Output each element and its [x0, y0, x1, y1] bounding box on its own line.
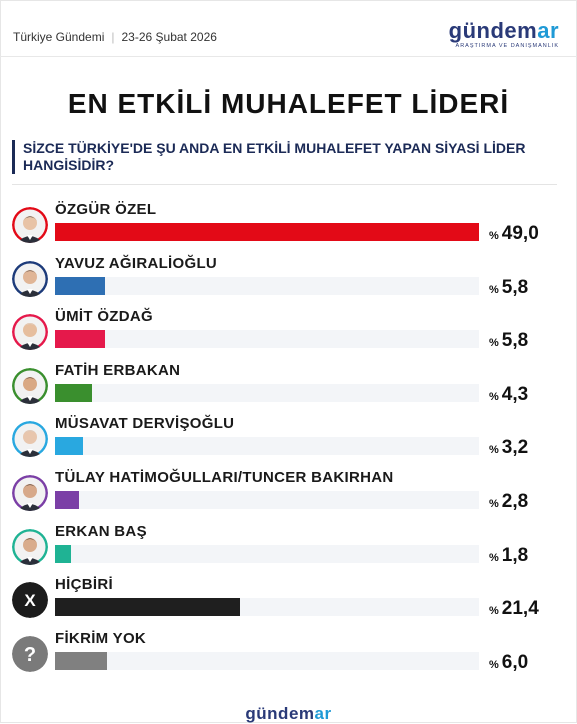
question-divider: [12, 184, 557, 185]
bar-row: FATİH ERBAKAN% 4,3: [0, 362, 577, 416]
bar: [55, 383, 93, 402]
value-label: % 3,2: [489, 437, 528, 459]
percent-sign: %: [489, 605, 499, 618]
category-label: ÖZGÜR ÖZEL: [55, 201, 157, 218]
bar-row: TÜLAY HATİMOĞULLARI/TUNCER BAKIRHAN% 2,8: [0, 469, 577, 523]
bar-track: [55, 383, 479, 402]
bar: [55, 437, 83, 456]
logo-main: gündem: [448, 18, 538, 43]
bar-row: YAVUZ AĞIRALİOĞLU% 5,8: [0, 255, 577, 309]
survey-question: SİZCE TÜRKİYE'DE ŞU ANDA EN ETKİLİ MUHAL…: [12, 140, 563, 174]
bar-row: ÜMİT ÖZDAĞ% 5,8: [0, 308, 577, 362]
bar: [55, 651, 107, 670]
footer-logo-main: gündem: [245, 704, 315, 723]
value-number: 6,0: [501, 651, 529, 673]
question-mark-icon: ?: [12, 635, 48, 672]
category-label: YAVUZ AĞIRALİOĞLU: [55, 254, 218, 272]
bar-row: ÖZGÜR ÖZEL% 49,0: [0, 201, 577, 255]
percent-sign: %: [489, 390, 499, 403]
bar: [55, 223, 479, 241]
brand-logo: gündemar ARAŞTIRMA VE DANIŞMANLIK: [448, 18, 559, 50]
value-label: % 1,8: [489, 545, 528, 567]
percent-sign: %: [489, 337, 499, 350]
value-number: 2,8: [501, 491, 529, 512]
percent-sign: %: [489, 658, 499, 671]
avatar-erkan-bas: [12, 528, 48, 565]
bar: [55, 276, 106, 295]
value-label: % 49,0: [489, 223, 539, 245]
separator: |: [111, 30, 115, 44]
header-info: Türkiye Gündemi | 23-26 Şubat 2026: [13, 30, 217, 44]
header-divider: [0, 56, 577, 57]
value-label: % 4,3: [489, 384, 528, 406]
bar-row: MÜSAVAT DERVİŞOĞLU% 3,2: [0, 415, 577, 469]
bar: [55, 330, 106, 349]
date-label: 23-26 Şubat 2026: [121, 30, 217, 44]
value-label: % 5,8: [489, 277, 528, 299]
value-label: % 2,8: [489, 491, 528, 513]
value-label: % 21,4: [489, 598, 539, 620]
avatar-hatimogullari-bakirhan: [12, 475, 48, 511]
bar-track: [55, 276, 479, 295]
footer-logo: gündemar: [0, 704, 577, 724]
percent-sign: %: [489, 551, 499, 564]
bar-track: [55, 544, 479, 563]
avatar-ozgur-ozel: [12, 207, 48, 243]
value-number: 49,0: [501, 223, 539, 244]
value-number: 1,8: [501, 544, 529, 566]
category-label: MÜSAVAT DERVİŞOĞLU: [55, 415, 235, 433]
percent-sign: %: [489, 498, 499, 510]
category-label: TÜLAY HATİMOĞULLARI/TUNCER BAKIRHAN: [55, 469, 394, 486]
bar-track: [55, 437, 479, 456]
value-number: 21,4: [501, 598, 539, 620]
bar-track: [55, 223, 479, 241]
category-label: HİÇBİRİ: [55, 576, 113, 594]
value-number: 5,8: [501, 276, 529, 298]
percent-sign: %: [489, 283, 499, 296]
percent-sign: %: [489, 230, 499, 242]
svg-text:X: X: [24, 591, 36, 610]
percent-sign: %: [489, 444, 499, 457]
avatar-musavat-dervisoglu: [12, 421, 48, 458]
bar: [55, 544, 71, 563]
source-label: Türkiye Gündemi: [13, 30, 105, 44]
avatar-fatih-erbakan: [12, 367, 48, 404]
bar: [55, 598, 241, 617]
category-label: ÜMİT ÖZDAĞ: [55, 308, 153, 326]
value-number: 4,3: [501, 383, 529, 405]
value-label: % 6,0: [489, 652, 528, 674]
bar-row: X HİÇBİRİ% 21,4: [0, 576, 577, 630]
category-label: ERKAN BAŞ: [55, 522, 147, 540]
value-number: 3,2: [501, 437, 529, 459]
bar-track: [55, 651, 479, 670]
category-label: FATİH ERBAKAN: [55, 361, 181, 379]
svg-text:?: ?: [24, 644, 36, 666]
x-icon: X: [12, 582, 48, 619]
logo-accent: ar: [537, 18, 559, 43]
bar-row: ? FİKRİM YOK% 6,0: [0, 630, 577, 684]
avatar-yavuz-agiralioglu: [12, 260, 48, 297]
chart-title: EN ETKİLİ MUHALEFET LİDERİ: [67, 88, 510, 119]
logo-subtitle: ARAŞTIRMA VE DANIŞMANLIK: [455, 43, 559, 49]
bar: [55, 491, 80, 509]
category-label: FİKRİM YOK: [55, 629, 147, 647]
value-label: % 5,8: [489, 330, 528, 352]
bar-row: ERKAN BAŞ% 1,8: [0, 523, 577, 577]
footer-logo-accent: ar: [314, 704, 332, 723]
bar-track: [55, 491, 479, 509]
value-number: 5,8: [501, 330, 529, 352]
bar-track: [55, 598, 479, 617]
avatar-umit-ozdag: [12, 314, 48, 351]
header: Türkiye Gündemi | 23-26 Şubat 2026 gündema…: [0, 0, 577, 56]
bar-track: [55, 330, 479, 349]
